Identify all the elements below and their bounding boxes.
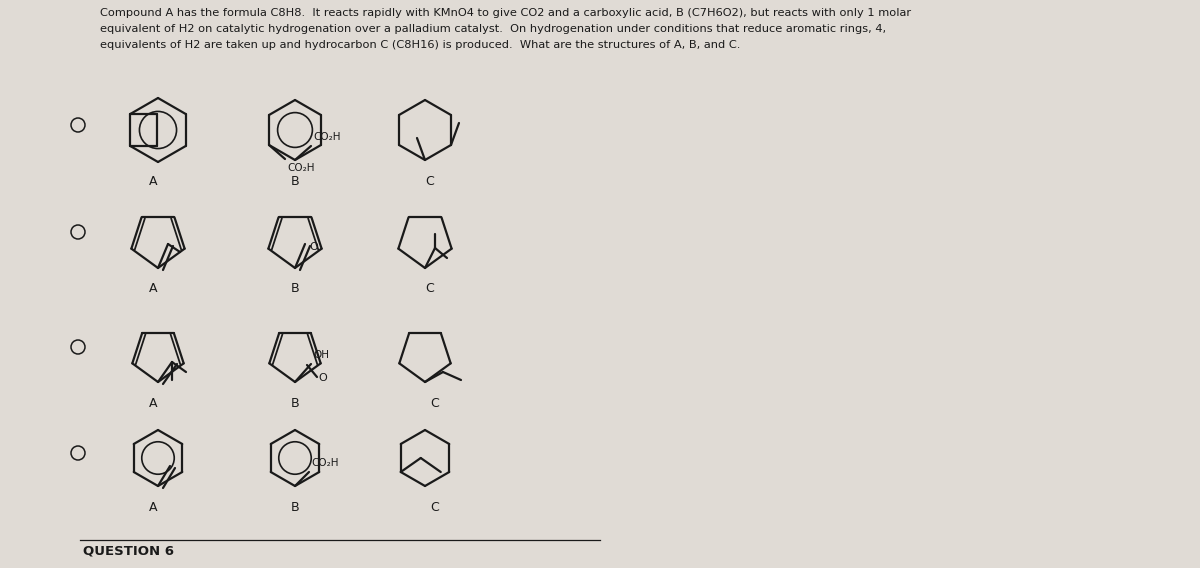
- Text: A: A: [149, 282, 157, 295]
- Text: B: B: [290, 501, 299, 514]
- Text: C: C: [426, 175, 434, 188]
- Text: B: B: [290, 397, 299, 410]
- Text: C: C: [431, 397, 439, 410]
- Text: B: B: [290, 175, 299, 188]
- Text: CO₂H: CO₂H: [313, 132, 341, 142]
- Text: equivalent of H2 on catalytic hydrogenation over a palladium catalyst.  On hydro: equivalent of H2 on catalytic hydrogenat…: [100, 24, 886, 34]
- Text: equivalents of H2 are taken up and hydrocarbon C (C8H16) is produced.  What are : equivalents of H2 are taken up and hydro…: [100, 40, 740, 50]
- Text: QUESTION 6: QUESTION 6: [83, 545, 174, 558]
- Text: CO₂H: CO₂H: [311, 458, 338, 468]
- Text: B: B: [290, 282, 299, 295]
- Text: A: A: [149, 175, 157, 188]
- Text: A: A: [149, 501, 157, 514]
- Text: O: O: [318, 373, 326, 383]
- Text: Compound A has the formula C8H8.  It reacts rapidly with KMnO4 to give CO2 and a: Compound A has the formula C8H8. It reac…: [100, 8, 911, 18]
- Text: C: C: [431, 501, 439, 514]
- Text: CO₂H: CO₂H: [287, 163, 314, 173]
- Text: O: O: [310, 242, 318, 252]
- Text: C: C: [426, 282, 434, 295]
- Text: OH: OH: [313, 350, 329, 360]
- Text: A: A: [149, 397, 157, 410]
